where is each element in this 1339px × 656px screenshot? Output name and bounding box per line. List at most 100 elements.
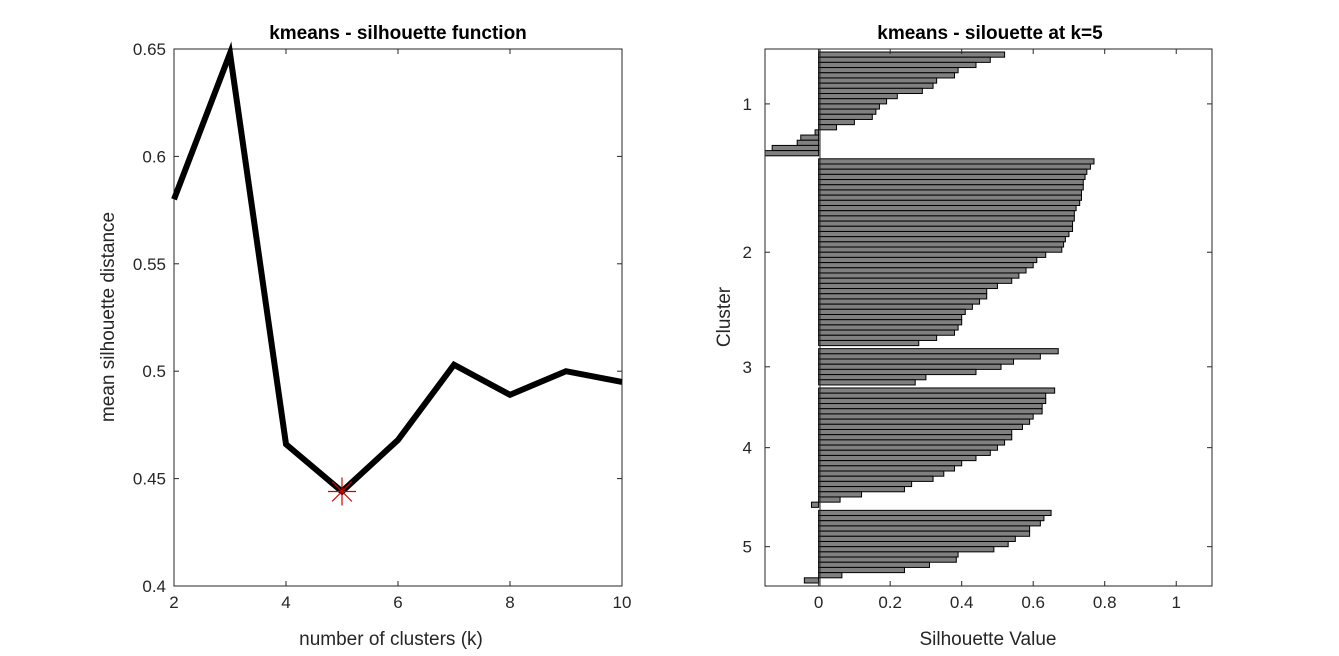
left-y-tick-label: 0.45 — [133, 470, 166, 489]
left-y-tick-label: 0.65 — [133, 40, 166, 59]
right-y-axis-label: Cluster — [714, 286, 735, 347]
left-chart-title: kmeans - silhouette function — [269, 23, 527, 44]
silhouette-bar — [818, 205, 1077, 212]
silhouette-bar — [818, 423, 1023, 430]
right-x-tick-label: 1 — [1172, 593, 1181, 612]
right-y-tick-label: 4 — [743, 439, 752, 458]
silhouette-bar — [818, 374, 927, 381]
left-y-axis-label: mean silhouette distance — [98, 212, 119, 422]
silhouette-bar — [818, 460, 963, 467]
right-x-tick-label: 0.6 — [1021, 593, 1045, 612]
left-x-axis-label: number of clusters (k) — [299, 629, 483, 650]
silhouette-bar — [818, 113, 873, 120]
silhouette-bar — [818, 324, 959, 331]
silhouette-bar — [818, 480, 913, 488]
silhouette-bar — [818, 241, 1065, 248]
right-plot-frame — [764, 48, 1213, 587]
silhouette-bar — [818, 173, 1086, 181]
silhouette-line — [171, 41, 623, 496]
silhouette-bar — [818, 530, 1031, 537]
silhouette-bar — [818, 475, 934, 482]
silhouette-bar — [818, 334, 938, 341]
silhouette-bar — [818, 339, 920, 347]
left-x-tick-label: 6 — [393, 593, 402, 612]
silhouette-bar — [818, 546, 995, 553]
right-y-tick-label: 2 — [743, 243, 752, 262]
silhouette-bar — [818, 77, 938, 84]
left-axis-ticks: 2 4 6 8 10 0.4 0.45 0.5 0.55 0.6 0.65 — [133, 40, 632, 612]
silhouette-bar — [796, 139, 820, 146]
silhouette-bar — [818, 277, 1013, 284]
silhouette-bar — [818, 449, 991, 456]
silhouette-bar — [818, 454, 977, 462]
silhouette-bar — [818, 561, 930, 568]
silhouette-bar — [818, 358, 1015, 365]
silhouette-bar — [818, 509, 1052, 517]
silhouette-bar — [818, 93, 898, 100]
right-x-axis-label: Silhouette Value — [920, 629, 1057, 650]
left-y-tick-label: 0.4 — [142, 577, 166, 596]
left-x-tick-label: 8 — [505, 593, 514, 612]
silhouette-bar — [818, 158, 1095, 165]
silhouette-bar — [818, 486, 905, 493]
silhouette-plot-chart: kmeans - silouette at k=5 1 2 3 4 5 0 0.2 0.4 0.… — [714, 23, 1213, 650]
silhouette-bar — [818, 540, 1009, 548]
silhouette-bar — [818, 444, 998, 451]
silhouette-bar — [818, 308, 966, 315]
left-x-tick-label: 2 — [169, 593, 178, 612]
silhouette-bar — [818, 72, 956, 79]
silhouette-bar — [818, 403, 1043, 410]
silhouette-bar — [818, 293, 988, 300]
silhouette-bar — [818, 61, 977, 69]
silhouette-bar — [818, 267, 1027, 274]
silhouette-bar — [818, 551, 959, 558]
silhouette-bar — [818, 428, 1013, 436]
silhouette-bar — [818, 319, 963, 326]
silhouette-bar — [818, 470, 945, 477]
silhouette-bar — [818, 179, 1084, 186]
silhouette-bar — [818, 418, 1031, 425]
silhouette-bar — [818, 56, 991, 63]
silhouette-bar — [814, 129, 820, 136]
right-silhouette-bars — [764, 51, 1095, 584]
silhouette-bar — [818, 387, 1056, 394]
silhouette-bar — [818, 413, 1034, 420]
silhouette-bar — [818, 87, 923, 95]
silhouette-bar — [818, 236, 1066, 243]
silhouette-bar — [818, 566, 905, 574]
silhouette-bar — [818, 189, 1082, 196]
silhouette-bar — [818, 363, 1002, 370]
silhouette-bar — [818, 118, 855, 126]
silhouette-bar — [818, 272, 1020, 279]
silhouette-bar — [800, 134, 820, 141]
silhouette-bar — [818, 230, 1070, 238]
silhouette-bar — [818, 282, 998, 290]
marker-stroke — [331, 481, 353, 502]
silhouette-bar — [818, 329, 956, 336]
right-chart-title: kmeans - silouette at k=5 — [877, 23, 1103, 44]
right-x-tick-label: 0.8 — [1093, 593, 1117, 612]
silhouette-bar — [818, 379, 916, 386]
silhouette-bar — [818, 215, 1075, 222]
silhouette-bar — [818, 251, 1047, 258]
silhouette-bar — [818, 67, 959, 74]
left-y-tick-label: 0.5 — [142, 362, 166, 381]
silhouette-bar — [818, 439, 1006, 446]
silhouette-bar — [818, 408, 1043, 415]
silhouette-bar — [818, 124, 838, 131]
left-y-tick-label: 0.55 — [133, 255, 166, 274]
silhouette-bar — [818, 515, 1045, 522]
right-y-tick-label: 3 — [743, 358, 752, 377]
left-y-tick-label: 0.6 — [142, 147, 166, 166]
right-y-tick-label: 1 — [743, 95, 752, 114]
silhouette-bar — [818, 163, 1091, 170]
silhouette-bar — [818, 520, 1041, 527]
silhouette-bar — [818, 199, 1081, 207]
right-y-tick-label: 5 — [743, 538, 752, 557]
silhouette-bar — [818, 256, 1038, 264]
silhouette-bar — [803, 577, 820, 584]
silhouette-bar — [818, 491, 863, 498]
silhouette-bar — [810, 501, 820, 508]
silhouette-bar — [818, 108, 877, 115]
